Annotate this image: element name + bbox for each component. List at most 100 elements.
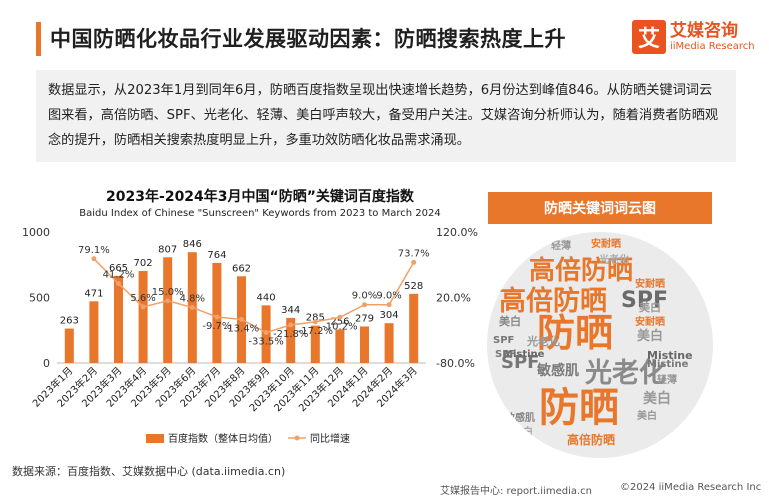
cloud-word: Mistine: [647, 359, 689, 370]
chart-subtitle: Baidu Index of Chinese "Sunscreen" Keywo…: [79, 208, 441, 219]
cloud-word: 美白: [643, 391, 671, 407]
cloud-word: 美白: [637, 329, 664, 344]
bar-value-label: 528: [404, 281, 423, 292]
logo-icon: 艾: [632, 20, 666, 54]
cloud-word: 敏感肌: [505, 413, 535, 424]
bar: [212, 262, 222, 363]
bar: [89, 301, 99, 363]
cloud-word: 高倍防晒: [567, 433, 616, 447]
bar-value-label: 304: [380, 310, 399, 321]
growth-point: [386, 302, 392, 308]
growth-point: [411, 259, 417, 265]
cloud-word: 敏感肌: [537, 363, 579, 379]
bar: [384, 323, 394, 363]
wordcloud-title: 防晒关键词词云图: [488, 192, 712, 224]
bar-value-label: 662: [232, 263, 251, 274]
cloud-word: SPF: [621, 288, 668, 313]
bar-value-label: 702: [134, 258, 153, 269]
bar: [163, 257, 173, 363]
wordcloud: 防晒 防晒 高倍防晒 高倍防晒 SPF SPF 光老化 敏感肌 美白 美白 Mi…: [487, 232, 713, 458]
cloud-word: 安耐晒: [635, 279, 665, 290]
growth-value-label: 73.7%: [398, 248, 430, 259]
bar-value-label: 471: [84, 288, 103, 299]
growth-point: [239, 316, 244, 322]
growth-value-label: 15.0%: [152, 287, 184, 298]
y-left-tick-label: 500: [29, 292, 50, 305]
brand-logo: 艾 艾媒咨询 iiMedia Research: [632, 20, 755, 54]
cloud-word: 光老化: [585, 358, 666, 389]
growth-value-label: -33.5%: [248, 337, 283, 348]
growth-value-label: 9.0%: [352, 291, 377, 302]
bar: [360, 326, 369, 363]
growth-value-label: 41.2%: [103, 270, 135, 281]
bar: [286, 317, 296, 363]
cloud-word: 安耐晒: [591, 239, 621, 250]
growth-value-label: 9.0%: [376, 291, 401, 302]
growth-point: [140, 304, 146, 310]
bar: [310, 325, 320, 363]
growth-point: [263, 330, 269, 336]
growth-value-label: -17.2%: [298, 326, 333, 337]
bar: [114, 275, 123, 363]
cloud-word: 美白: [513, 427, 533, 438]
bar-value-label: 256: [330, 316, 349, 327]
growth-point: [165, 298, 171, 304]
cloud-word: 光老化: [527, 335, 560, 348]
description-text: 数据显示，从2023年1月到同年6月，防晒百度指数呈现出快速增长趋势，6月份达到…: [48, 83, 719, 148]
growth-point: [91, 256, 97, 262]
bar-value-label: 764: [207, 250, 226, 261]
legend-bar-label: 百度指数（整体日均值）: [168, 432, 278, 445]
y-left-tick-label: 0: [43, 357, 50, 370]
chart-title: 2023年-2024年3月中国“防晒”关键词百度指数: [106, 189, 414, 205]
bar: [409, 293, 419, 363]
growth-value-label: -21.8%: [273, 329, 308, 340]
cloud-word: 轻薄: [657, 375, 677, 386]
report-link[interactable]: 艾媒报告中心: report.iimedia.cn: [440, 486, 592, 497]
growth-point: [337, 314, 343, 320]
bar-value-label: 807: [158, 244, 177, 255]
growth-value-label: 4.8%: [180, 293, 205, 304]
page-title: 中国防晒化妆品行业发展驱动因素：防晒搜索热度上升: [50, 27, 566, 51]
growth-value-label: 79.1%: [78, 245, 110, 256]
cloud-word: SPF: [501, 352, 540, 373]
title-accent-bar: [36, 22, 41, 56]
bar-value-label: 665: [109, 263, 128, 274]
cloud-word: 防晒: [537, 311, 614, 355]
legend-line-label: 同比增速: [310, 432, 350, 445]
cloud-word: SPF: [495, 349, 517, 360]
growth-value-label: -9.7%: [202, 321, 231, 332]
bar-value-label: 285: [306, 313, 325, 324]
y-right-tick-label: 20.0%: [436, 292, 471, 305]
growth-value-label: -10.2%: [322, 321, 357, 332]
cloud-word: SPF: [493, 335, 515, 346]
bar-value-label: 846: [183, 239, 202, 250]
bar-value-label: 344: [281, 305, 300, 316]
cloud-word: Mistine: [503, 349, 545, 360]
y-left-tick-label: 1000: [22, 226, 50, 239]
growth-point: [116, 281, 121, 287]
y-right-tick-label: -80.0%: [436, 357, 475, 370]
bar-value-label: 440: [257, 292, 276, 303]
growth-point: [288, 322, 294, 328]
description-box: 数据显示，从2023年1月到同年6月，防晒百度指数呈现出快速增长趋势，6月份达到…: [36, 70, 736, 162]
bar: [138, 271, 148, 363]
cloud-word: 安耐晒: [635, 317, 665, 328]
logo-cn-text: 艾媒咨询: [670, 20, 738, 41]
legend-bar-swatch: [146, 434, 164, 443]
cloud-word: 光老化: [599, 255, 629, 266]
cloud-word: 美白: [637, 411, 657, 422]
y-right-tick-label: 120.0%: [436, 226, 478, 239]
growth-value-label: 5.6%: [130, 293, 155, 304]
cloud-word: Mistine: [647, 349, 693, 362]
logo-en-text: iiMedia Research: [670, 40, 755, 52]
cloud-word: 轻薄: [551, 241, 571, 252]
source-note: 数据来源：百度指数、艾媒数据中心 (data.iimedia.cn): [12, 465, 286, 478]
bar: [64, 328, 74, 363]
copyright: ©2024 iiMedia Research Inc: [620, 482, 762, 493]
cloud-word: 美白: [499, 315, 521, 328]
bar-value-label: 279: [355, 313, 374, 324]
growth-point: [362, 302, 367, 308]
bar: [335, 329, 345, 363]
growth-line: [93, 258, 415, 334]
legend-line-marker: [294, 435, 300, 441]
